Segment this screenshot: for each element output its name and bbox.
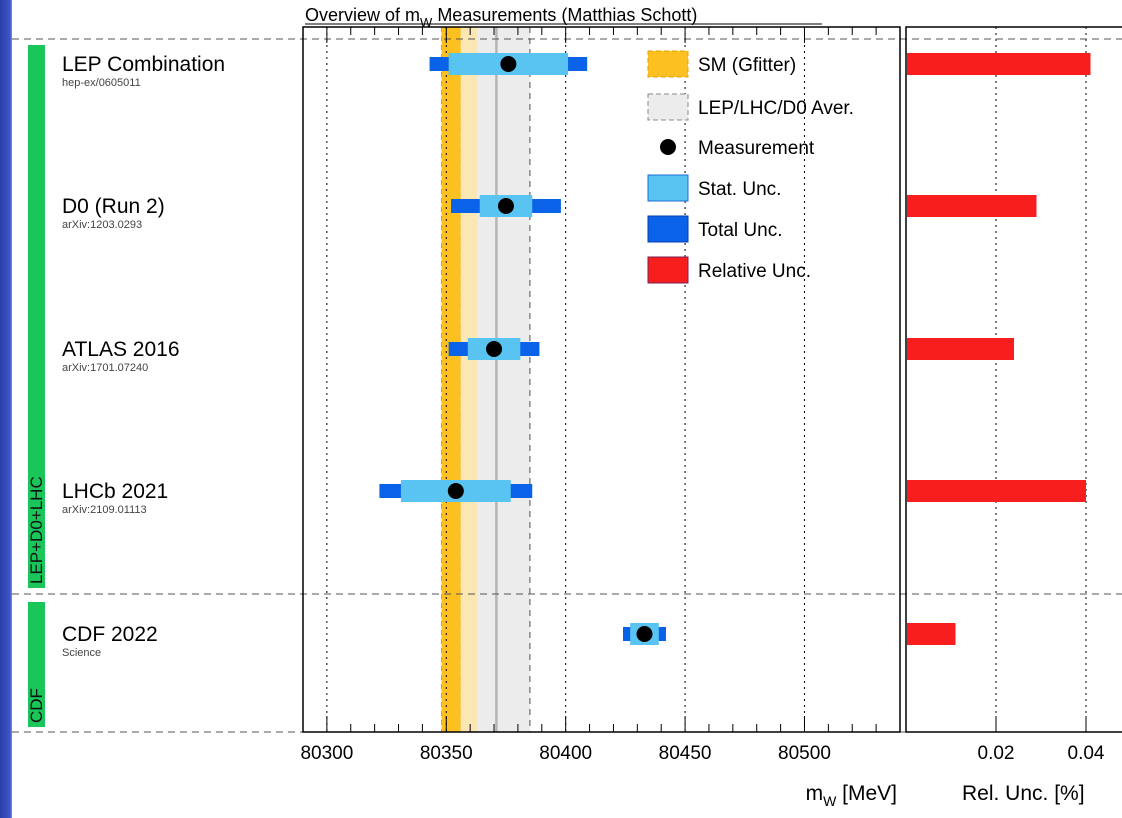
legend-label: SM (Gfitter) (698, 55, 796, 76)
x-tick-label: 80400 (539, 743, 592, 764)
measurement-name: D0 (Run 2) (62, 195, 165, 218)
x-axis-title-sub: W (823, 793, 837, 809)
x-axis-title: mW [MeV] (806, 782, 897, 809)
relative-unc-bar (907, 195, 1037, 217)
x-tick-label: 80300 (300, 743, 353, 764)
legend-measurement-marker (660, 139, 676, 155)
legend-average-swatch (647, 93, 689, 121)
measurement-ref: Science (62, 647, 101, 659)
relative-unc-bar (907, 480, 1086, 502)
legend-label: Stat. Unc. (698, 179, 781, 200)
group-label: LEP+D0+LHC (27, 476, 46, 584)
measurement-ref: arXiv:1701.07240 (62, 362, 148, 374)
chart-title-sub: W (420, 15, 433, 30)
chart-title-pre: Overview of m (305, 5, 420, 25)
x-tick-label: 80450 (659, 743, 712, 764)
rel-axis-title: Rel. Unc. [%] (962, 782, 1085, 805)
measurement-marker (447, 483, 464, 499)
group-label: CDF (27, 688, 46, 723)
legend-total-swatch (647, 215, 689, 243)
rel-tick-label: 0.02 (978, 743, 1015, 764)
legend-label: Relative Unc. (698, 261, 811, 282)
measurement-marker (500, 56, 517, 72)
group-bar-0 (28, 45, 45, 588)
measurement-name: ATLAS 2016 (62, 338, 180, 361)
x-axis-title-unit: [MeV] (836, 782, 897, 805)
rel-tick-label: 0.04 (1068, 743, 1105, 764)
legend-label: LEP/LHC/D0 Aver. (698, 98, 854, 119)
measurement-name: CDF 2022 (62, 623, 158, 646)
sm-band-halo (460, 27, 478, 732)
main-plot-frame (302, 26, 901, 733)
chart-title-post: Measurements (Matthias Schott) (432, 5, 697, 25)
measurement-marker (486, 341, 503, 357)
sm-band (441, 27, 461, 732)
group-bar-1 (28, 602, 45, 727)
x-tick-label: 80500 (778, 743, 831, 764)
x-axis-title-main: m (806, 782, 824, 805)
measurement-ref: arXiv:1203.0293 (62, 219, 142, 231)
legend-sm-swatch (647, 50, 689, 78)
measurement-marker (497, 198, 514, 214)
relative-unc-bar (907, 338, 1014, 360)
legend-stat-swatch (647, 174, 689, 202)
legend-label: Total Unc. (698, 220, 782, 241)
measurement-ref: hep-ex/0605011 (62, 77, 141, 89)
measurement-name: LHCb 2021 (62, 480, 168, 503)
relative-unc-bar (907, 623, 956, 645)
legend-relative-swatch (647, 256, 689, 284)
chart-title: Overview of mW Measurements (Matthias Sc… (305, 5, 697, 30)
chart-panel: 80300 80350 80400 80450 80500 0.02 0.04 mW [MeV… (12, 0, 1122, 818)
legend-label: Measurement (698, 138, 815, 159)
measurement-name: LEP Combination (62, 53, 225, 76)
measurement-marker (636, 626, 653, 642)
x-tick-label: 80350 (420, 743, 473, 764)
rel-plot-frame (905, 26, 1122, 733)
measurement-ref: arXiv:2109.01113 (62, 504, 147, 516)
relative-unc-bar (907, 53, 1091, 75)
